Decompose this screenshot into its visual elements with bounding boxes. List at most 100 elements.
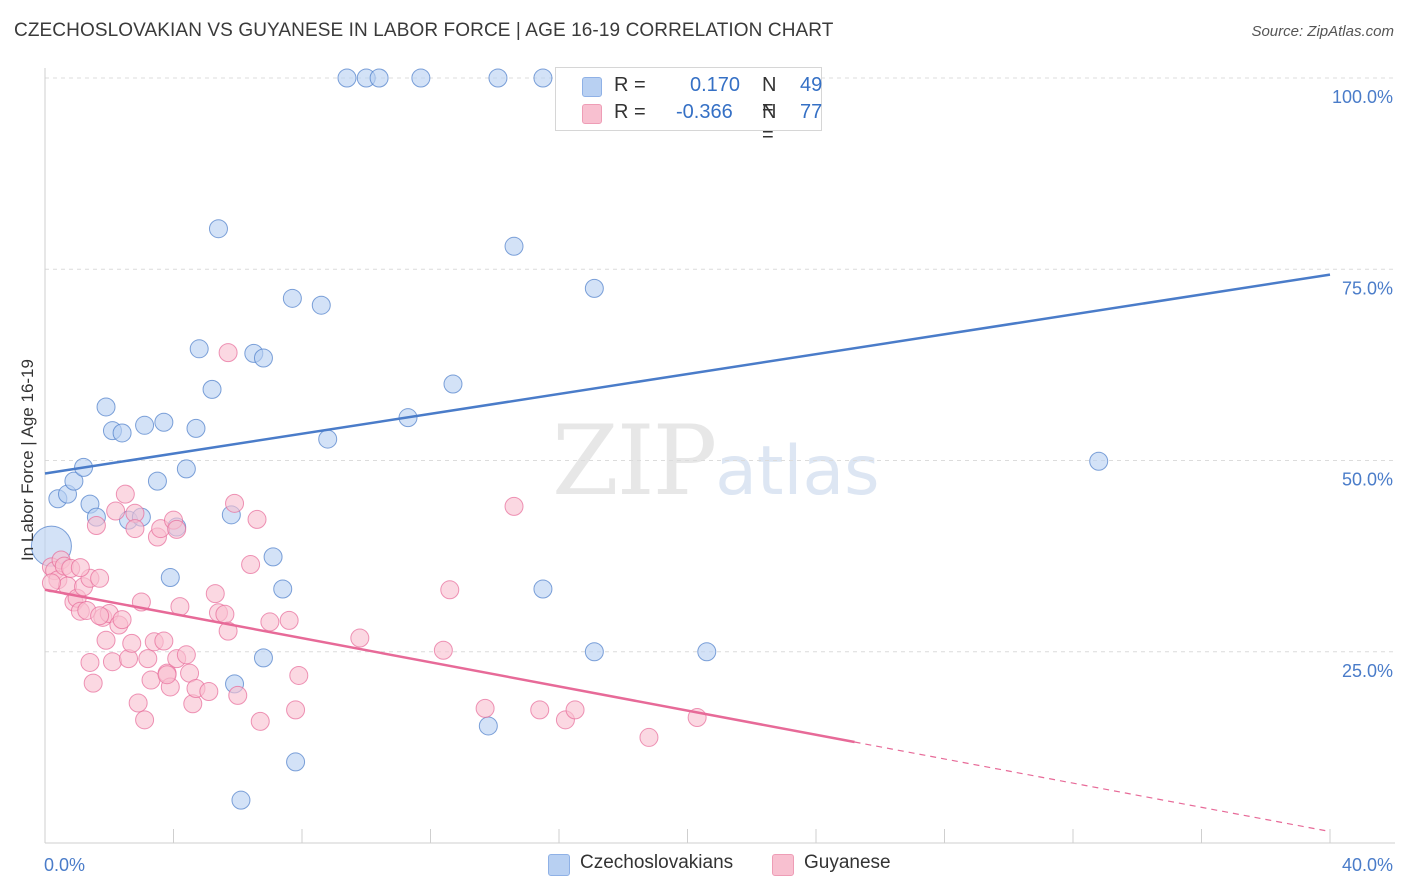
data-point [218,343,238,363]
data-point [369,68,389,88]
legend-n-label: N = [762,74,777,119]
series-guyanese [41,343,707,747]
legend-r-label: R = [614,101,646,123]
data-point [208,219,228,239]
legend-n-value: 49 [800,74,823,96]
data-point [433,640,453,660]
data-point [147,471,167,491]
data-point [160,568,180,588]
data-point [154,412,174,432]
data-point [318,429,338,449]
series-legend-label: Czechoslovakians [580,852,734,873]
data-point [350,628,370,648]
y-tick-label: 100.0% [1332,87,1393,107]
data-point [80,652,100,672]
trend-line [44,273,1331,475]
data-point [250,711,270,731]
data-point [225,493,245,513]
data-point [247,509,267,529]
y-axis-label: In Labor Force | Age 16-19 [18,359,37,561]
data-point [112,423,132,443]
watermark: ZIPatlas [552,405,880,517]
data-point [639,727,659,747]
data-point [443,374,463,394]
data-point [176,459,196,479]
data-point [64,471,84,491]
data-points [30,68,1109,810]
data-point [273,579,293,599]
axis-labels: 25.0% 50.0% 75.0% 100.0% 0.0% 40.0% In Labor F… [18,87,1393,875]
legend-n-label: N = [762,101,777,146]
data-point [86,516,106,536]
trend-line-extension [854,741,1331,833]
data-point [112,610,132,630]
data-point [337,68,357,88]
data-point [141,670,161,690]
data-point [183,694,203,714]
data-point [135,710,155,730]
data-point [533,579,553,599]
stats-legend: R = 0.170 N = 49 R = -0.366 N = 77 [555,67,823,146]
y-tick-label: 50.0% [1342,470,1393,490]
series-swatch-pink [772,854,794,876]
data-point [96,630,116,650]
data-point [70,558,90,578]
data-point [122,633,142,653]
data-point [565,700,585,720]
data-point [530,700,550,720]
data-point [167,519,187,539]
data-point [504,236,524,256]
data-point [440,580,460,600]
axes [44,68,1395,844]
data-point [125,519,145,539]
source-label: Source: ZipAtlas.com [1251,23,1394,40]
data-point [205,584,225,604]
data-point [311,295,331,315]
data-point [115,484,135,504]
data-point [241,555,261,575]
x-tick-label: 40.0% [1342,855,1393,875]
trend-lines [44,273,1331,833]
series-legend-label: Guyanese [804,852,891,873]
chart-title: CZECHOSLOVAKIAN VS GUYANESE IN LABOR FOR… [14,20,834,41]
data-point [263,547,283,567]
data-point [128,693,148,713]
data-point [189,339,209,359]
data-point [199,682,219,702]
data-point [90,568,110,588]
legend-swatch-blue [582,77,602,97]
watermark-zip: ZIP [552,405,717,517]
data-point [106,501,126,521]
data-point [228,685,248,705]
data-point [475,698,495,718]
data-point [584,642,604,662]
data-point [260,612,280,632]
legend-r-value: 0.170 [690,74,741,96]
legend-r-value: -0.366 [676,101,733,123]
data-point [411,68,431,88]
data-point [286,700,306,720]
data-point [90,606,110,626]
data-point [488,68,508,88]
series-swatch-blue [548,854,570,876]
data-point [135,415,155,435]
legend-r-label: R = [614,74,646,96]
data-point [215,604,235,624]
data-point [478,716,498,736]
data-point [176,645,196,665]
data-point [83,673,103,693]
legend-swatch-pink [582,104,602,124]
data-point [286,752,306,772]
data-point [253,648,273,668]
data-point [533,68,553,88]
data-point [138,649,158,669]
data-point [154,631,174,651]
data-point [218,621,238,641]
data-point [584,278,604,298]
data-point [289,665,309,685]
data-point [119,649,139,669]
data-point [96,397,116,417]
data-point [253,348,273,368]
data-point [697,642,717,662]
